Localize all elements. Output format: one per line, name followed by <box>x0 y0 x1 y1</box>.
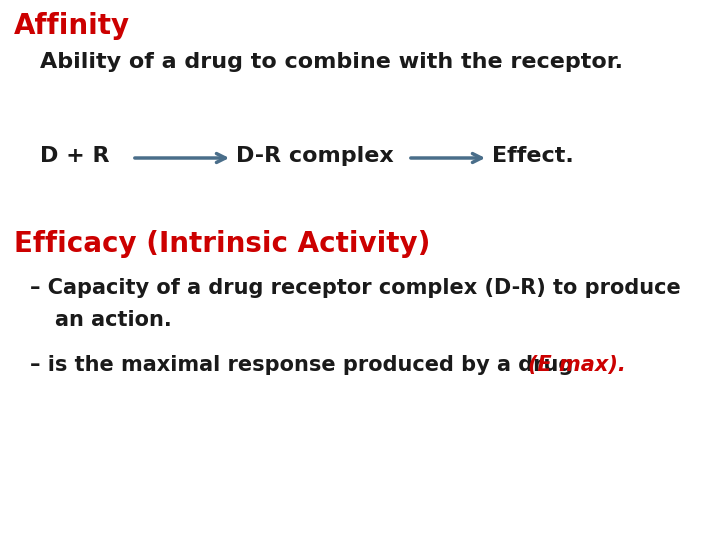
Text: – Capacity of a drug receptor complex (D-R) to produce: – Capacity of a drug receptor complex (D… <box>30 278 680 298</box>
Text: an action.: an action. <box>55 310 172 330</box>
Text: Affinity: Affinity <box>14 12 130 40</box>
Text: Effect.: Effect. <box>492 146 574 166</box>
Text: D + R: D + R <box>40 146 109 166</box>
Text: – is the maximal response produced by a drug: – is the maximal response produced by a … <box>30 355 580 375</box>
Text: (E max).: (E max). <box>528 355 626 375</box>
Text: Efficacy (Intrinsic Activity): Efficacy (Intrinsic Activity) <box>14 230 431 258</box>
Text: D-R complex: D-R complex <box>236 146 394 166</box>
Text: Ability of a drug to combine with the receptor.: Ability of a drug to combine with the re… <box>40 52 623 72</box>
